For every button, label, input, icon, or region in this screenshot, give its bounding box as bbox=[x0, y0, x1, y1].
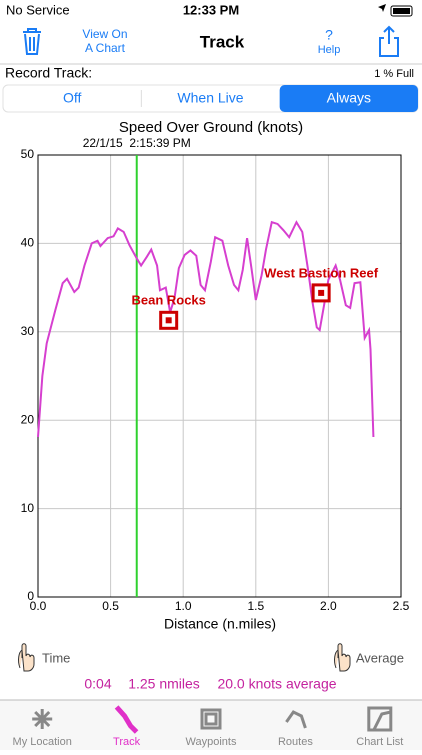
record-label: Record Track: bbox=[5, 65, 92, 81]
view-chart-button[interactable]: View On bbox=[82, 27, 127, 41]
tab-icon[interactable] bbox=[200, 708, 222, 730]
average-label[interactable]: Average bbox=[356, 650, 404, 665]
x-tick-label: 1.5 bbox=[247, 599, 264, 613]
waypoint-marker-core bbox=[318, 289, 325, 296]
segment-option[interactable]: Always bbox=[327, 90, 371, 106]
help-button[interactable]: Help bbox=[318, 44, 341, 56]
nav-title: Track bbox=[200, 32, 245, 51]
y-tick-label: 0 bbox=[27, 589, 34, 603]
stat-average: 20.0 knots average bbox=[217, 676, 336, 692]
y-tick-label: 50 bbox=[21, 147, 35, 161]
stat-time: 0:04 bbox=[84, 676, 111, 692]
y-tick-label: 40 bbox=[21, 236, 35, 250]
tab-icon[interactable] bbox=[285, 710, 307, 729]
x-tick-label: 2.5 bbox=[393, 599, 410, 613]
plot-border bbox=[37, 154, 402, 598]
waypoint-marker-core bbox=[165, 317, 172, 324]
tab-label[interactable]: Routes bbox=[278, 736, 313, 748]
tab-icon[interactable] bbox=[367, 706, 393, 732]
x-axis-label: Distance (n.miles) bbox=[164, 616, 276, 632]
trash-button[interactable] bbox=[23, 28, 41, 55]
x-tick-label: 2.0 bbox=[320, 599, 337, 613]
view-chart-button[interactable]: A Chart bbox=[85, 41, 126, 55]
waypoint-label: West Bastion Reef bbox=[264, 265, 379, 280]
record-status: 1 % Full bbox=[374, 68, 414, 80]
y-tick-label: 10 bbox=[21, 501, 35, 515]
tab-icon[interactable] bbox=[114, 705, 139, 734]
segment-selected[interactable] bbox=[279, 85, 418, 112]
tab-icon[interactable] bbox=[32, 709, 53, 729]
waypoint-label: Bean Rocks bbox=[131, 293, 205, 308]
y-tick-label: 20 bbox=[21, 412, 35, 426]
tab-label[interactable]: Chart List bbox=[356, 736, 403, 748]
time-label[interactable]: Time bbox=[42, 650, 70, 665]
carrier: No Service bbox=[6, 2, 70, 17]
battery bbox=[390, 5, 413, 17]
time-button[interactable]: Time bbox=[18, 643, 71, 672]
segment-option[interactable]: When Live bbox=[177, 90, 243, 106]
segment-option[interactable]: Off bbox=[63, 90, 82, 106]
cursor-label: 22/1/15 2:15:39 PM bbox=[83, 136, 191, 150]
x-tick-label: 0.5 bbox=[102, 599, 119, 613]
x-tick-label: 0.0 bbox=[30, 599, 47, 613]
battery-level bbox=[393, 8, 410, 14]
help-icon[interactable]: ? bbox=[325, 27, 333, 43]
clock: 12:33 PM bbox=[183, 2, 239, 17]
x-tick-label: 1.0 bbox=[175, 599, 192, 613]
tab-label[interactable]: My Location bbox=[13, 736, 72, 748]
plot-area bbox=[37, 154, 402, 598]
tab-label[interactable]: Track bbox=[113, 736, 141, 748]
y-tick-label: 30 bbox=[21, 324, 35, 338]
average-button[interactable]: Average bbox=[334, 643, 404, 672]
location-icon bbox=[378, 4, 386, 12]
tab-label[interactable]: Waypoints bbox=[186, 736, 237, 748]
share-button[interactable] bbox=[379, 25, 399, 57]
stat-distance: 1.25 nmiles bbox=[128, 676, 200, 692]
chart-title: Speed Over Ground (knots) bbox=[119, 119, 303, 136]
